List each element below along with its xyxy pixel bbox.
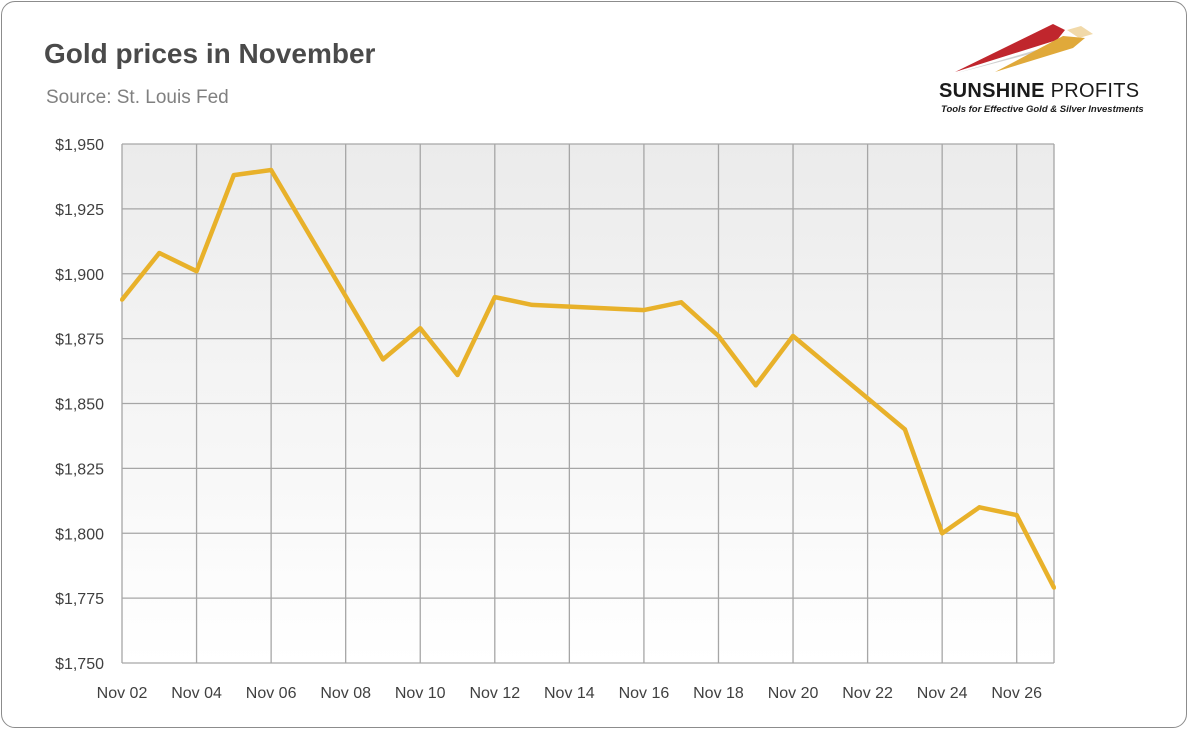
data-point (231, 173, 236, 178)
y-tick-label: $1,925 (55, 202, 104, 219)
x-axis-tick-labels: Nov 02 Nov 04 Nov 06 Nov 08 Nov 10 Nov 12 Nov … (97, 685, 1043, 702)
y-tick-label: $1,875 (55, 332, 104, 349)
data-point (902, 427, 907, 432)
x-tick-label: Nov 20 (768, 685, 819, 702)
logo-name-bold: SUNSHINE (939, 80, 1045, 102)
series-line (120, 167, 1057, 589)
data-point (530, 302, 535, 307)
data-point (120, 297, 124, 302)
data-point (753, 383, 758, 388)
horizontal-gridlines (122, 143, 1054, 664)
x-tick-label: Nov 04 (171, 685, 222, 702)
x-tick-label: Nov 14 (544, 685, 595, 702)
data-point (157, 250, 162, 255)
logo-name: SUNSHINE PROFITS (939, 80, 1139, 103)
logo-mark-icon (955, 24, 1093, 73)
data-point (455, 372, 460, 377)
data-point (418, 326, 423, 331)
x-tick-label: Nov 06 (246, 685, 297, 702)
data-point (940, 531, 945, 536)
x-tick-label: Nov 18 (693, 685, 744, 702)
gold-price-series (120, 167, 1057, 590)
data-point (641, 308, 646, 313)
y-axis-tick-labels: $1,750 $1,775 $1,800 $1,825 $1,850 $1,875 $1,9… (55, 137, 104, 673)
data-point (194, 269, 199, 274)
data-point (492, 295, 497, 300)
logo-tagline: Tools for Effective Gold & Silver Invest… (941, 104, 1144, 115)
chart-subtitle: Source: St. Louis Fed (46, 87, 229, 108)
data-point (1014, 513, 1019, 518)
data-point (1052, 585, 1056, 590)
y-tick-label: $1,825 (55, 461, 104, 478)
y-tick-label: $1,900 (55, 267, 104, 284)
logo-name-light: PROFITS (1050, 80, 1140, 102)
y-tick-label: $1,950 (55, 137, 104, 154)
x-tick-label: Nov 26 (991, 685, 1042, 702)
y-tick-label: $1,750 (55, 656, 104, 673)
y-tick-label: $1,775 (55, 591, 104, 608)
x-tick-label: Nov 10 (395, 685, 446, 702)
chart-title: Gold prices in November (44, 38, 376, 69)
y-tick-label: $1,850 (55, 397, 104, 414)
x-tick-label: Nov 22 (842, 685, 893, 702)
data-point (716, 334, 721, 339)
x-tick-label: Nov 02 (97, 685, 148, 702)
data-point (791, 334, 796, 339)
data-point (679, 300, 684, 305)
x-tick-label: Nov 16 (619, 685, 670, 702)
data-point (380, 357, 385, 362)
x-tick-label: Nov 12 (469, 685, 520, 702)
y-tick-label: $1,800 (55, 526, 104, 543)
data-point (269, 167, 274, 172)
x-tick-label: Nov 24 (917, 685, 968, 702)
sunshine-profits-logo: SUNSHINE PROFITS Tools for Effective Gol… (935, 18, 1175, 122)
data-point (977, 505, 982, 510)
x-tick-label: Nov 08 (320, 685, 371, 702)
